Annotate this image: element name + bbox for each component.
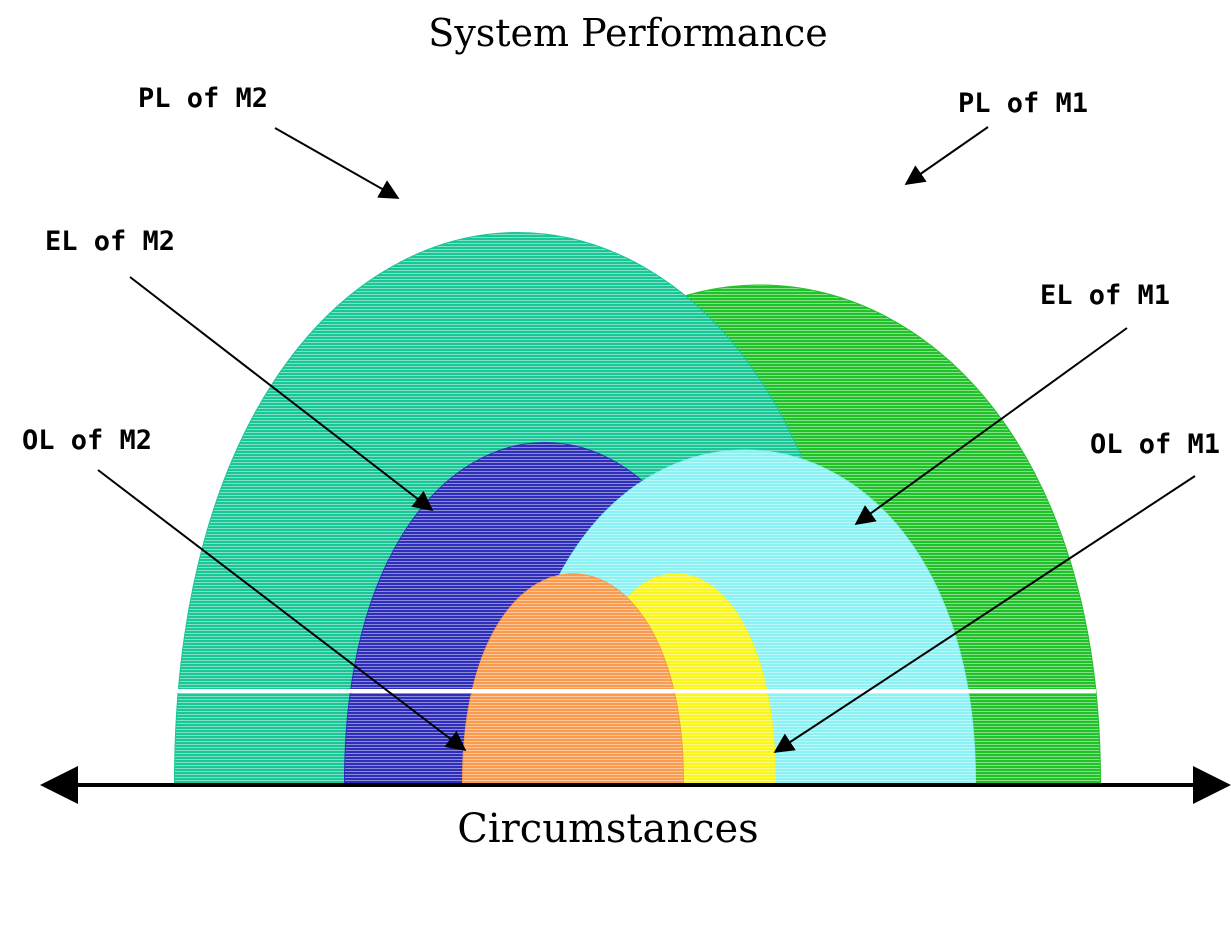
arrow-pl-m2 [274,127,400,199]
diagram-title: System Performance [428,11,827,55]
arrow-el-m1 [854,327,1128,525]
label-ol-m1: OL of M1 [1090,429,1220,460]
axis-label: Circumstances [457,806,758,852]
ol-m2-region [461,573,685,783]
label-el-m2: EL of M2 [45,226,175,257]
double-headed-arrow-icon [40,766,1231,804]
arrow-ol-m2 [97,469,467,752]
arrow-ol-m1 [773,475,1196,753]
label-ol-m2: OL of M2 [22,425,152,456]
arrow-pl-m1 [904,126,989,185]
label-pl-m1: PL of M1 [958,88,1088,119]
label-el-m1: EL of M1 [1040,280,1170,311]
label-pl-m2: PL of M2 [138,83,268,114]
pointer-arrows [97,126,1196,753]
arrow-el-m2 [129,276,434,512]
